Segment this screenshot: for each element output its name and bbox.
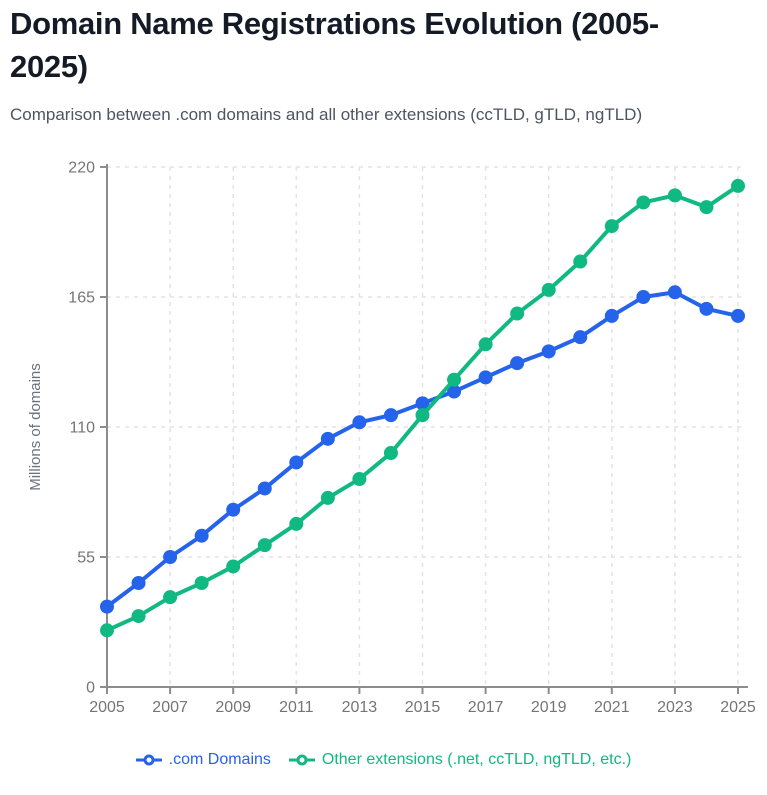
data-point[interactable] [383,446,398,460]
data-point[interactable] [731,308,745,323]
data-point[interactable] [604,308,619,323]
data-point[interactable] [320,490,335,505]
data-point[interactable] [415,396,430,411]
x-tick-label: 2007 [152,699,188,716]
page-title: Domain Name Registrations Evolution (200… [10,6,659,84]
data-point[interactable] [636,290,651,304]
data-point[interactable] [510,306,525,321]
legend-line-marker-icon [288,754,315,766]
x-tick-label: 2019 [531,699,567,716]
y-tick-label: 165 [68,290,95,307]
data-point[interactable] [510,356,525,371]
x-tick-label: 2021 [594,699,630,716]
y-tick-label: 220 [68,160,95,177]
data-point[interactable] [131,576,146,590]
y-tick-label: 0 [86,680,95,697]
data-point[interactable] [415,408,430,423]
x-tick-label: 2009 [215,699,251,716]
data-point[interactable] [699,200,714,215]
data-point[interactable] [320,431,335,446]
data-point[interactable] [699,301,714,316]
x-tick-label: 2017 [468,699,504,716]
data-point[interactable] [667,188,682,203]
data-point[interactable] [163,550,178,564]
data-point[interactable] [289,455,304,470]
data-point[interactable] [194,576,209,590]
data-point[interactable] [289,516,304,531]
chart-legend: .com Domains Other extensions (.net, ccT… [0,751,767,769]
data-point[interactable] [194,528,209,543]
data-point[interactable] [257,481,272,496]
legend-item-other-extensions[interactable]: Other extensions (.net, ccTLD, ngTLD, et… [288,751,632,769]
x-tick-label: 2013 [342,699,378,716]
data-point[interactable] [731,178,745,193]
data-point[interactable] [573,254,588,269]
data-point[interactable] [226,559,241,574]
data-point[interactable] [447,372,462,387]
x-tick-label: 2005 [89,699,125,716]
data-point[interactable] [636,195,651,210]
data-point[interactable] [352,415,367,430]
legend-label-other-extensions: Other extensions (.net, ccTLD, ngTLD, et… [321,751,632,768]
x-tick-label: 2015 [405,699,441,716]
y-axis-title: Millions of domains [27,363,44,491]
legend-label-com-domains: .com Domains [168,751,271,768]
data-point[interactable] [447,384,462,399]
data-point[interactable] [352,472,367,486]
y-tick-label: 55 [77,550,95,567]
data-point[interactable] [541,282,556,297]
x-tick-label: 2011 [279,699,314,716]
page-subtitle: Comparison between .com domains and all … [10,105,643,124]
data-point[interactable] [478,337,493,352]
data-point[interactable] [131,609,146,624]
line-chart: 0 55 110 165 220 2005 2007 2009 2011 2013 2015 2017… [27,160,756,717]
data-point[interactable] [541,344,556,359]
x-tick-label: 2025 [720,699,756,716]
data-point[interactable] [100,623,114,638]
data-point[interactable] [100,599,114,614]
y-tick-label: 110 [69,420,95,437]
legend-item-com-domains[interactable]: .com Domains [135,751,271,769]
data-point[interactable] [573,330,588,345]
data-point[interactable] [163,590,178,605]
x-tick-label: 2023 [657,699,693,716]
data-point[interactable] [478,370,493,385]
data-point[interactable] [667,285,682,300]
data-point[interactable] [257,538,272,553]
data-point[interactable] [604,219,619,234]
data-point[interactable] [383,408,398,423]
legend-line-marker-icon [135,754,162,766]
data-point[interactable] [226,502,241,517]
